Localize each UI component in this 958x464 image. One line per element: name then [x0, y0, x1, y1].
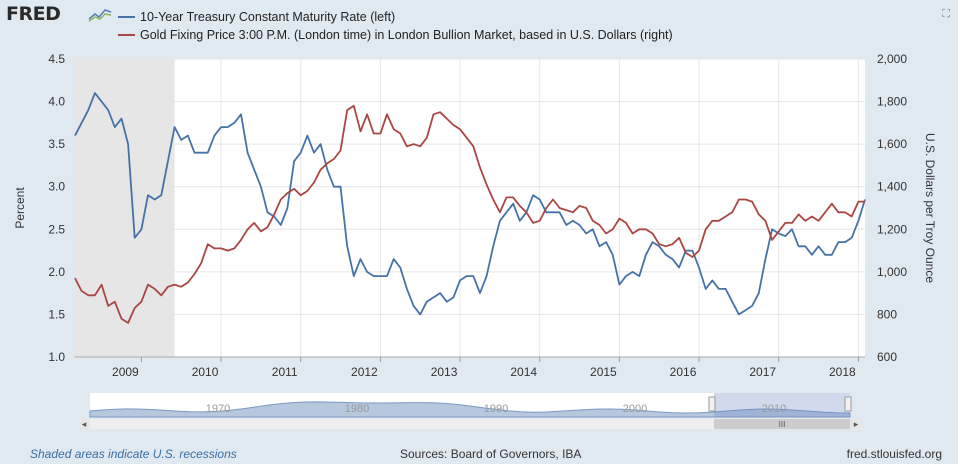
y-left-tick-label: 1.0 — [48, 350, 65, 364]
y-right-tick-label: 600 — [877, 350, 897, 364]
x-tick-label: 2013 — [431, 365, 458, 379]
x-tick-label: 2009 — [112, 365, 139, 379]
y-right-tick-label: 1,600 — [877, 137, 907, 151]
trend-line-icon — [88, 6, 112, 22]
scroll-left-icon: ◂ — [82, 419, 87, 429]
legend-item-treasury[interactable]: 10-Year Treasury Constant Maturity Rate … — [118, 8, 673, 26]
y-left-tick-label: 4.0 — [48, 95, 65, 109]
expand-icon[interactable]: ⛶ — [942, 8, 950, 20]
y-right-tick-label: 1,800 — [877, 95, 907, 109]
navigator-series — [89, 401, 851, 418]
scrollbar-grip: III — [779, 420, 786, 429]
y-right-tick-label: 800 — [877, 307, 897, 321]
scrollbar-track[interactable] — [90, 419, 850, 429]
x-tick-label: 2016 — [670, 365, 697, 379]
y-left-tick-label: 1.5 — [48, 307, 65, 321]
scrollbar-left-button[interactable] — [78, 419, 90, 429]
navigator-label: 1990 — [484, 403, 508, 415]
chart-legend: 10-Year Treasury Constant Maturity Rate … — [118, 8, 673, 44]
scrollbar-thumb[interactable] — [714, 419, 850, 429]
y-left-tick-label: 3.0 — [48, 180, 65, 194]
navigator-handle-right[interactable] — [844, 396, 852, 412]
recession-band — [75, 59, 175, 357]
navigator-label: 1970 — [206, 403, 230, 415]
legend-label-gold: Gold Fixing Price 3:00 P.M. (London time… — [140, 28, 673, 42]
site-link[interactable]: fred.stlouisfed.org — [846, 447, 942, 461]
y-axis-right-label: U.S. Dollars per Troy Ounce — [923, 132, 937, 284]
fred-logo[interactable]: FRED — [6, 3, 61, 25]
x-tick-label: 2011 — [272, 365, 298, 379]
y-left-tick-label: 3.5 — [48, 137, 65, 151]
x-tick-label: 2018 — [829, 365, 856, 379]
series-line-gold[interactable] — [74, 104, 865, 324]
navigator-selection[interactable] — [714, 393, 850, 417]
x-tick-label: 2017 — [749, 365, 776, 379]
x-tick-label: 2010 — [192, 365, 219, 379]
y-axis-left-label: Percent — [13, 187, 27, 229]
x-tick-label: 2014 — [510, 365, 537, 379]
y-right-tick-label: 1,200 — [877, 222, 907, 236]
y-left-tick-label: 2.0 — [48, 265, 65, 279]
series-line-treasury[interactable] — [74, 92, 866, 316]
y-left-tick-label: 2.5 — [48, 222, 65, 236]
legend-swatch-treasury — [118, 16, 135, 18]
chart-canvas: 1.0 600 1.5 800 2.0 1,000 2.5 1,200 3.0 1,400 3.5 1… — [48, 52, 907, 429]
navigator-label: 1980 — [345, 403, 369, 415]
plot-area — [75, 59, 865, 357]
legend-swatch-gold — [118, 34, 135, 36]
y-right-tick-label: 1,400 — [877, 180, 907, 194]
navigator-handle-left[interactable] — [708, 396, 716, 412]
legend-label-treasury: 10-Year Treasury Constant Maturity Rate … — [140, 10, 396, 24]
y-left-tick-label: 4.5 — [48, 52, 65, 66]
sources-note: Sources: Board of Governors, IBA — [400, 447, 582, 461]
y-right-tick-label: 2,000 — [877, 52, 907, 66]
x-tick-label: 2012 — [351, 365, 378, 379]
scroll-right-icon: ▸ — [854, 419, 859, 429]
x-tick-label: 2015 — [590, 365, 617, 379]
navigator-label: 2010 — [762, 403, 786, 415]
navigator-label: 2000 — [623, 403, 647, 415]
y-right-tick-label: 1,000 — [877, 265, 907, 279]
recession-note: Shaded areas indicate U.S. recessions — [30, 447, 237, 461]
legend-item-gold[interactable]: Gold Fixing Price 3:00 P.M. (London time… — [118, 26, 673, 44]
scrollbar-right-button[interactable] — [850, 419, 862, 429]
